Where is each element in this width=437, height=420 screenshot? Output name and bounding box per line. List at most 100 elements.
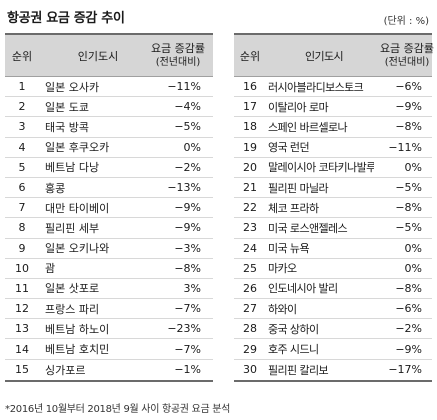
- row-rank: 16: [243, 80, 257, 94]
- header-rate-sub: (전년대비): [155, 56, 201, 68]
- header-city: 인기도시: [77, 49, 119, 63]
- table-row: 15 싱가포르 −1%: [5, 360, 213, 380]
- fare-table-left: 순위 인기도시 요금 증감률 (전년대비) 1 일본 오사카 −11% 2 일본 도쿄 −…: [5, 33, 213, 382]
- table-row: 23 미국 로스앤젤레스 −5%: [234, 218, 432, 239]
- table-row: 22 체코 프라하 −8%: [234, 198, 432, 219]
- row-city: 일본 오키나와: [45, 242, 110, 256]
- row-rate: −13%: [167, 181, 201, 195]
- row-city: 말레이시아 코타키나발루: [268, 161, 374, 175]
- table-row: 13 베트남 하노이 −23%: [5, 319, 213, 340]
- table-row: 9 일본 오키나와 −3%: [5, 239, 213, 259]
- row-rate: −9%: [395, 100, 422, 114]
- header-rate-label: 요금 증감률: [379, 41, 435, 55]
- table-row: 21 필리핀 마닐라 −5%: [234, 178, 432, 199]
- table-row: 11 일본 삿포로 3%: [5, 279, 213, 300]
- row-city: 스페인 바르셀로나: [268, 120, 348, 134]
- fare-table-right: 순위 인기도시 요금 증감률 (전년대비) 16 러시아블라디보스토크 −6% 17 이…: [234, 33, 435, 382]
- header-rate-sub: (전년대비): [384, 56, 430, 68]
- row-rank: 17: [243, 100, 257, 114]
- row-rate: −7%: [174, 342, 201, 356]
- row-rate: −8%: [174, 261, 201, 275]
- row-city: 호주 시드니: [268, 343, 319, 357]
- table-row: 28 중국 상하이 −2%: [234, 319, 432, 340]
- table-row: 16 러시아블라디보스토크 −6%: [234, 77, 432, 98]
- row-rate: −9%: [395, 342, 422, 356]
- row-rate: −6%: [395, 80, 422, 94]
- row-rank: 12: [15, 302, 29, 316]
- table-row: 14 베트남 호치민 −7%: [5, 339, 213, 360]
- table-row: 8 필리핀 세부 −9%: [5, 218, 213, 239]
- row-rank: 29: [243, 342, 257, 356]
- row-rate: −8%: [395, 281, 422, 295]
- table-row: 24 미국 뉴욕 0%: [234, 239, 432, 259]
- row-city: 일본 도쿄: [45, 100, 89, 114]
- table-row: 1 일본 오사카 −11%: [5, 77, 213, 98]
- table-row: 27 하와이 −6%: [234, 299, 432, 320]
- header-city: 인기도시: [304, 49, 344, 63]
- row-city: 필리핀 칼리보: [268, 363, 329, 377]
- row-city: 프랑스 파리: [45, 302, 100, 316]
- row-city: 싱가포르: [45, 363, 86, 377]
- table-row: 12 프랑스 파리 −7%: [5, 299, 213, 320]
- row-rank: 25: [243, 261, 257, 275]
- header-rank: 순위: [11, 49, 33, 63]
- table-row: 18 스페인 바르셀로나 −8%: [234, 117, 432, 138]
- row-rank: 4: [18, 140, 26, 154]
- row-rank: 13: [15, 322, 29, 336]
- row-rate: −6%: [395, 302, 422, 316]
- row-rank: 14: [15, 342, 29, 356]
- table-row: 10 괌 −8%: [5, 259, 213, 279]
- row-rate: −5%: [395, 221, 422, 235]
- table-row: 29 호주 시드니 −9%: [234, 339, 432, 360]
- row-rate: −11%: [167, 80, 201, 94]
- row-rank: 5: [18, 160, 26, 174]
- row-city: 베트남 다낭: [45, 161, 100, 175]
- table-row: 4 일본 후쿠오카 0%: [5, 138, 213, 158]
- header-rank: 순위: [239, 49, 261, 63]
- row-city: 러시아블라디보스토크: [268, 80, 364, 94]
- row-rank: 19: [243, 140, 257, 154]
- row-rank: 8: [18, 221, 26, 235]
- row-rank: 28: [243, 322, 257, 336]
- table-row: 17 이탈리아 로마 −9%: [234, 97, 432, 118]
- row-rank: 1: [18, 80, 26, 94]
- row-rank: 2: [18, 100, 26, 114]
- row-city: 일본 오사카: [45, 80, 100, 94]
- row-rate: −7%: [174, 302, 201, 316]
- row-city: 중국 상하이: [268, 322, 319, 336]
- row-city: 마카오: [268, 262, 297, 276]
- table-row: 25 마카오 0%: [234, 259, 432, 279]
- row-rank: 10: [15, 261, 29, 275]
- row-rank: 22: [243, 201, 257, 215]
- row-city: 필리핀 세부: [45, 221, 100, 235]
- row-rate: 0%: [404, 241, 422, 255]
- header-rate-label: 요금 증감률: [150, 41, 206, 55]
- row-city: 홍콩: [45, 181, 66, 195]
- header-rate: 요금 증감률 (전년대비): [143, 42, 213, 70]
- row-rate: −9%: [174, 201, 201, 215]
- row-rank: 9: [18, 241, 26, 255]
- row-city: 베트남 호치민: [45, 343, 110, 357]
- row-rank: 6: [18, 181, 26, 195]
- row-rank: 23: [243, 221, 257, 235]
- table-header: 순위 인기도시 요금 증감률 (전년대비): [5, 35, 213, 77]
- table-row: 2 일본 도쿄 −4%: [5, 97, 213, 118]
- row-rate: 0%: [404, 261, 422, 275]
- row-city: 하와이: [268, 302, 297, 316]
- row-rate: −5%: [174, 120, 201, 134]
- table-body-right: 16 러시아블라디보스토크 −6% 17 이탈리아 로마 −9% 18 스페인 바르셀로나 −8…: [234, 77, 432, 380]
- table-row: 26 인도네시아 발리 −8%: [234, 279, 432, 300]
- row-rank: 20: [243, 160, 257, 174]
- row-rate: −1%: [174, 363, 201, 377]
- table-row: 30 필리핀 칼리보 −17%: [234, 360, 432, 380]
- row-rank: 15: [15, 363, 29, 377]
- table-row: 5 베트남 다낭 −2%: [5, 158, 213, 178]
- row-rank: 26: [243, 281, 257, 295]
- row-rate: −5%: [395, 181, 422, 195]
- table-body-left: 1 일본 오사카 −11% 2 일본 도쿄 −4% 3 태국 방콕 −5% 4 일본 후쿠오카 0% 5…: [5, 77, 213, 380]
- row-rate: −4%: [174, 100, 201, 114]
- table-row: 19 영국 런던 −11%: [234, 138, 432, 158]
- row-rank: 11: [15, 281, 29, 295]
- table-row: 3 태국 방콕 −5%: [5, 117, 213, 138]
- row-rate: 0%: [404, 160, 422, 174]
